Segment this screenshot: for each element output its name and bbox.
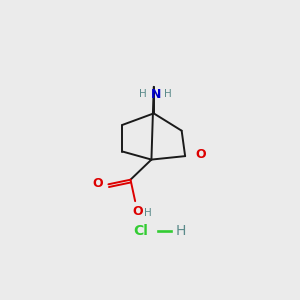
Text: H: H [144,208,152,218]
Text: H: H [176,224,186,238]
Text: O: O [133,205,143,218]
Text: O: O [195,148,206,161]
Text: H: H [140,89,147,99]
Text: H: H [164,89,172,99]
Text: O: O [93,177,103,190]
Text: N: N [150,88,161,101]
Text: Cl: Cl [133,224,148,238]
